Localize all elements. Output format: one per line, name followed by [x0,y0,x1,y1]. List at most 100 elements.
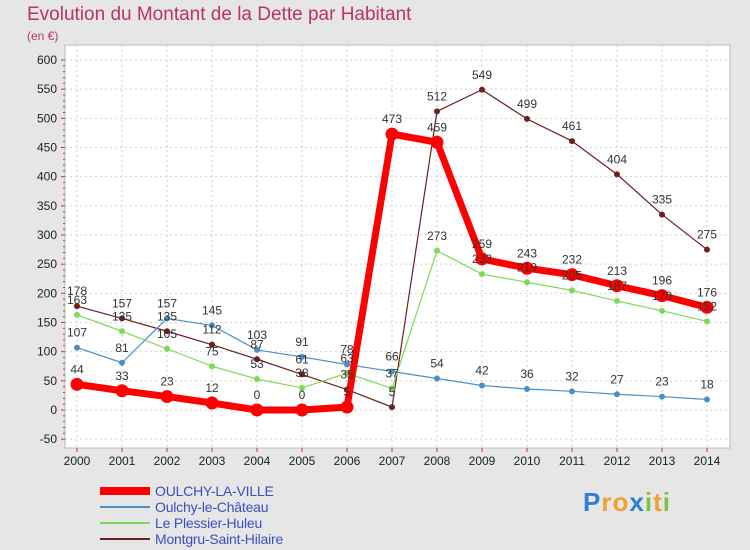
data-label: 473 [382,112,402,126]
logo-letter: i [644,487,654,517]
data-point [610,279,624,293]
data-point [479,86,485,93]
data-label: 66 [385,350,399,364]
data-label: 5 [344,385,351,399]
data-label: 157 [112,296,132,310]
data-point [704,246,710,253]
logo-letter: i [662,487,671,517]
x-tick-label: 2009 [469,454,496,468]
data-label: 232 [562,253,582,267]
x-tick-label: 2002 [154,454,181,468]
data-label: 38 [295,366,309,380]
data-point [74,303,80,310]
data-point [569,138,575,145]
x-tick-label: 2012 [604,454,631,468]
x-tick-label: 2011 [559,454,585,468]
data-point [614,391,620,398]
data-label: 135 [112,309,132,323]
data-label: 512 [427,89,447,103]
y-tick-label: 350 [37,199,57,213]
data-label: 404 [607,152,627,166]
x-tick-label: 2005 [289,454,316,468]
data-label: 5 [389,385,396,399]
legend-item-le-plessier-huleu[interactable]: Le Plessier-Huleu [100,515,400,531]
data-label: 103 [247,328,267,342]
data-label: 18 [700,378,714,392]
chart-unit-label: (en €) [27,29,59,43]
x-tick-label: 2003 [199,454,226,468]
data-point [700,300,714,314]
data-point [254,376,260,383]
data-point [164,328,170,335]
data-point [119,315,125,322]
data-label: 135 [157,309,177,323]
x-tick-label: 2007 [379,454,406,468]
logo-letter: t [653,487,663,517]
data-label: 107 [67,326,87,340]
data-point [299,353,305,360]
logo-letter: o [612,487,630,517]
legend-item-oulchy-le-chateau[interactable]: Oulchy-le-Château [100,499,400,515]
chart-plot: -500501001502002503003504004505005506002… [37,44,731,468]
data-point [655,289,669,303]
data-point [479,271,485,278]
data-label: 87 [250,337,264,351]
data-label: 23 [160,375,174,389]
x-tick-label: 2000 [64,454,91,468]
data-label: 152 [697,299,717,313]
data-label: 53 [250,357,264,371]
data-point [254,346,260,353]
data-label: 157 [157,296,177,310]
data-point [524,115,530,122]
data-label: 176 [697,285,717,299]
data-label: 78 [340,343,354,357]
y-tick-label: 600 [37,53,57,67]
data-point [434,375,440,382]
data-label: 275 [697,228,717,242]
data-label: 243 [517,246,537,260]
data-label: 75 [205,344,219,358]
data-point [295,403,309,417]
data-label: 178 [67,284,87,298]
data-label: 549 [472,68,492,82]
data-point [524,279,530,286]
x-tick-label: 2004 [244,454,271,468]
data-label: 23 [655,375,669,389]
data-point [209,322,215,329]
data-label: 259 [472,237,492,251]
x-tick-label: 2006 [334,454,361,468]
data-label: 459 [427,120,447,134]
data-point [430,135,444,149]
legend-swatch [100,522,150,524]
legend-swatch [100,487,150,495]
data-point [164,345,170,352]
data-label: 213 [607,264,627,278]
data-point [475,252,489,266]
data-label: 219 [517,260,537,274]
data-point [299,384,305,391]
data-point [659,393,665,400]
data-label: 32 [565,369,579,383]
data-label: 105 [157,327,177,341]
legend-item-oulchy-la-ville[interactable]: OULCHY-LA-VILLE [100,483,400,499]
data-point [119,359,125,366]
legend-label: Oulchy-le-Château [155,499,269,515]
data-label: 12 [205,381,219,395]
data-label: 0 [254,388,261,402]
x-tick-label: 2001 [109,454,136,468]
data-label: 187 [607,279,627,293]
data-label: 499 [517,97,537,111]
data-label: 42 [475,364,489,378]
data-point [340,400,354,414]
data-point [569,388,575,395]
y-tick-label: 250 [37,257,57,271]
data-point [74,344,80,351]
data-label: 81 [115,341,129,355]
data-label: 196 [652,274,672,288]
y-tick-label: -50 [40,432,58,446]
legend-item-montgru-saint-hilaire[interactable]: Montgru-Saint-Hilaire [100,531,400,547]
y-tick-label: 50 [44,374,58,388]
data-label: 273 [427,229,447,243]
data-label: 0 [299,388,306,402]
data-point [565,268,579,282]
